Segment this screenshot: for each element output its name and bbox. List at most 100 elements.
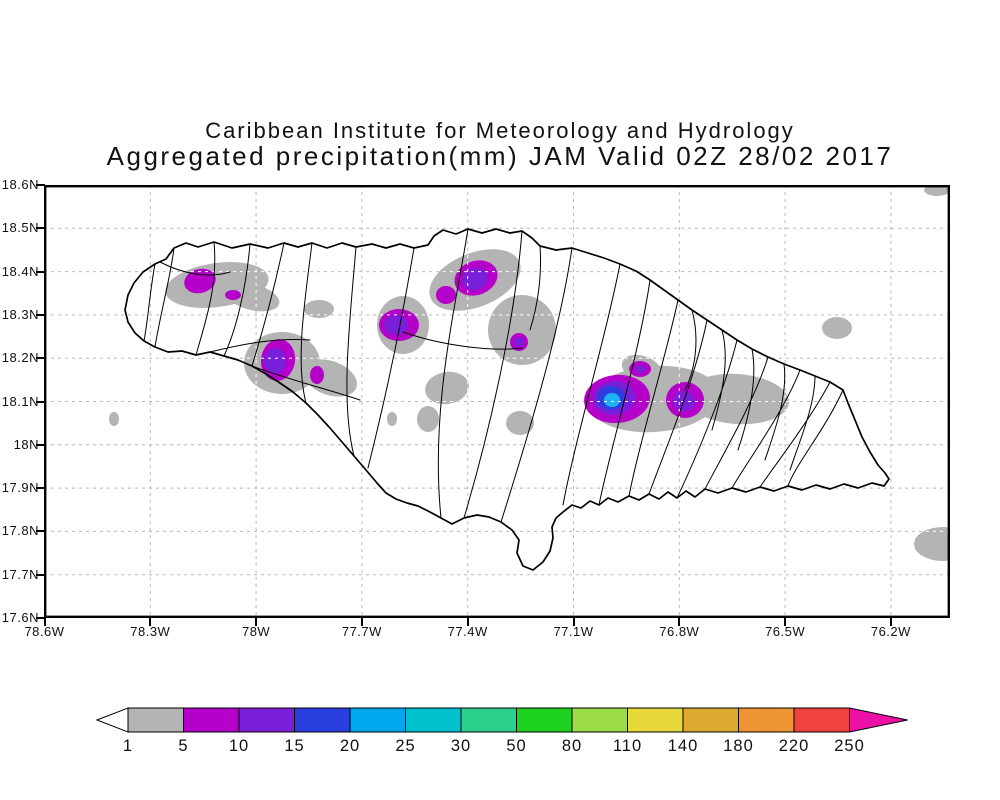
colorbar-label: 140 [667, 737, 699, 755]
lat-tick [36, 400, 45, 403]
lat-tick [36, 184, 45, 186]
colorbar-label: 5 [178, 737, 189, 755]
lat-tick [36, 357, 45, 360]
map-plot-area [44, 185, 950, 618]
lon-label: 78W [241, 624, 271, 639]
colorbar-label: 20 [339, 737, 361, 755]
lat-tick [36, 573, 45, 576]
lat-label: 18.1N [1, 393, 39, 409]
precip-contour-level-1-5mm [488, 295, 556, 365]
colorbar-legend: 1 5 10 15 20 25 30 50 80 110 140 180 220 250 [85, 704, 915, 764]
lon-label: 76.2W [870, 624, 911, 639]
jamaica-map [44, 185, 950, 618]
precip-contour-level-10-15mm [462, 267, 488, 291]
precip-contour-level-1-5mm [822, 317, 852, 339]
colorbar-above-max-arrow [849, 707, 908, 733]
product-title: Aggregated precipitation(mm) JAM Valid 0… [106, 141, 894, 171]
lat-tick [36, 443, 45, 446]
colorbar-segment [516, 707, 573, 733]
colorbar-segment [183, 707, 240, 733]
colorbar-label: 250 [834, 737, 865, 755]
lon-tick [466, 618, 469, 626]
colorbar-bar [95, 707, 908, 733]
lon-label: 77.4W [447, 624, 488, 639]
precip-contour-level-1-5mm [425, 371, 469, 405]
precip-contour-level-1-5mm [914, 527, 950, 561]
lat-tick [36, 530, 45, 533]
colorbar-label: 15 [284, 737, 305, 755]
watershed-boundaries [143, 228, 844, 523]
colorbar-segment [349, 707, 406, 733]
precip-contour-level-5-10mm [225, 290, 241, 300]
precip-contour-level-1-5mm [109, 412, 119, 426]
lat-tick [36, 487, 45, 490]
precip-contour-level-1-5mm [304, 300, 334, 318]
colorbar-segment [627, 707, 684, 733]
lat-label: 17.9N [1, 480, 39, 496]
lat-tick [36, 270, 45, 273]
precip-contour-level-1-5mm [417, 406, 439, 432]
lon-tick [149, 618, 152, 626]
lat-tick [36, 313, 45, 316]
colorbar-label: 30 [450, 737, 472, 755]
colorbar-segment [238, 707, 295, 733]
precip-contour-level-1-5mm [685, 373, 789, 425]
colorbar-segment [793, 707, 850, 733]
lat-label: 18.3N [1, 306, 39, 322]
colorbar-label: 180 [723, 737, 754, 755]
precipitation-shading [109, 185, 950, 561]
colorbar-segment [571, 707, 628, 733]
lat-label: 18.6N [1, 177, 39, 192]
lat-label: 18.5N [1, 220, 39, 236]
lon-label: 76.5W [765, 624, 806, 639]
lat-label: 18N [13, 436, 39, 452]
colorbar-label: 50 [506, 737, 527, 755]
colorbar-label: 25 [395, 737, 416, 755]
colorbar-segment [127, 707, 184, 733]
precip-contour-level-1-5mm [506, 411, 534, 435]
lon-label: 78.3W [130, 624, 171, 639]
precip-contour-level-5-10mm [310, 366, 324, 384]
lat-label: 18.2N [1, 350, 39, 366]
lat-label: 17.7N [1, 566, 39, 582]
lon-tick [360, 618, 363, 626]
lat-tick [36, 227, 45, 230]
lon-tick [572, 618, 575, 626]
colorbar-segment [460, 707, 517, 733]
colorbar-segment [294, 707, 351, 733]
colorbar-below-min-arrow [95, 707, 129, 733]
lon-tick [678, 618, 681, 626]
institute-title: Caribbean Institute for Meteorology and … [205, 118, 795, 143]
lon-label: 77.1W [553, 624, 594, 639]
lat-tick [36, 617, 45, 619]
lon-tick [43, 618, 46, 626]
precip-contour-level-10-15mm [384, 315, 408, 335]
precip-contour-level-1-5mm [387, 412, 397, 426]
lon-tick [255, 618, 258, 626]
lon-tick [784, 618, 787, 626]
precip-contour-level-10-15mm [264, 348, 286, 374]
precip-contour-level-10-15mm [514, 337, 524, 347]
precip-contour-level-20-25mm [604, 393, 620, 407]
lon-tick [889, 618, 892, 626]
lat-label: 17.6N [1, 610, 39, 625]
precip-contour-level-10-15mm [635, 365, 645, 373]
colorbar-label: 110 [612, 737, 643, 755]
colorbar-segment [738, 707, 795, 733]
precip-contour-level-5-10mm [436, 286, 456, 304]
colorbar-segment [405, 707, 462, 733]
colorbar-segment [682, 707, 739, 733]
lon-label: 77.7W [341, 624, 382, 639]
colorbar-label: 220 [778, 737, 810, 755]
lon-label: 78.6W [24, 624, 65, 639]
lat-label: 18.4N [1, 263, 39, 279]
jamaica-coastline [124, 228, 890, 571]
colorbar-label: 80 [561, 737, 583, 755]
plot-frame [44, 185, 950, 618]
precip-contour-level-1-5mm [924, 185, 950, 196]
lat-label: 17.8N [1, 523, 39, 539]
precip-contour-level-1-5mm [224, 282, 280, 312]
colorbar-label: 10 [228, 737, 250, 755]
colorbar-label: 1 [122, 737, 134, 755]
